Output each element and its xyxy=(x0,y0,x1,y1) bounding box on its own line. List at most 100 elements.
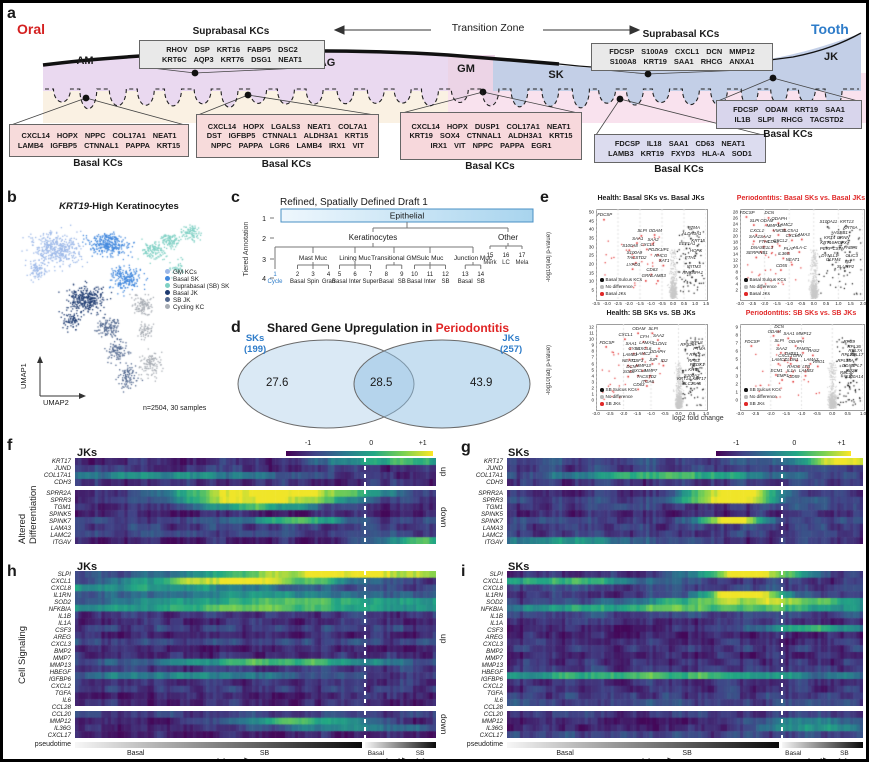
volcano-gene-label: JUP xyxy=(648,356,658,362)
panel-b-label: b xyxy=(7,189,17,206)
venn-left-set: SKs xyxy=(245,333,265,344)
gene-label: CCL20 xyxy=(483,711,503,718)
tooth-label: Tooth xyxy=(811,21,849,37)
y-tick-label: 4 xyxy=(591,373,594,379)
x-tick-label: -2.5 xyxy=(614,301,622,306)
panel-c: c Refined, Spatially Defined Draft 1 Tier… xyxy=(228,189,538,321)
heatmap-down xyxy=(75,711,436,738)
basal-caption: Basal KCs xyxy=(73,158,123,169)
health-perio-divider xyxy=(781,571,784,706)
gene-label: CXCL1 xyxy=(483,578,503,585)
gene-label: CSF3 xyxy=(55,627,71,634)
volcano-gene-label: LTB xyxy=(802,364,811,370)
gene-label: CCL28 xyxy=(51,704,71,711)
y-tick-label: 12 xyxy=(588,324,594,330)
venn-title-highlight: Periodontitis xyxy=(435,321,510,335)
volcano-gene-label: DNASE1L3 xyxy=(750,244,774,250)
tree-node-label: SB xyxy=(477,279,485,285)
gene-label: JUND xyxy=(54,465,72,472)
pseudotime-arrow xyxy=(391,751,409,759)
volcano-gene-label: CXCL1 xyxy=(749,227,765,233)
gene-label: CXCL2 xyxy=(483,683,503,690)
gene-label: CXCL17 xyxy=(47,732,71,739)
tree-line xyxy=(465,262,481,266)
x-tick-label: 1.0 xyxy=(859,411,867,416)
volcano-gene-label: MMP12 xyxy=(766,223,782,228)
legend-label: Basal JK xyxy=(173,290,198,297)
suprabasal-right-box: FDCSP S100A9 CXCL1 DCN MMP12 S100A8 KRT1… xyxy=(591,43,773,71)
volcano-legend-item: No difference xyxy=(744,283,786,290)
gene-label: SLPI xyxy=(57,571,71,578)
legend-label: SB JK xyxy=(173,297,191,304)
legend-item: Basal JK xyxy=(165,290,229,297)
y-tick-label: 50 xyxy=(588,209,594,215)
y-tick-label: 35 xyxy=(588,235,594,241)
health-label: Health xyxy=(198,758,229,759)
gene-label: MMP7 xyxy=(485,655,503,662)
gene-row: RHOV DSP KRT16 FABP5 DSC2 xyxy=(166,44,298,54)
y-tick-label: 2 xyxy=(735,287,738,293)
transition-zone-label: Transition Zone xyxy=(451,22,525,34)
volcano-gene-label: SAA2 xyxy=(759,233,772,239)
tree-node-label: Basal xyxy=(379,279,394,285)
legend-swatch xyxy=(165,290,170,295)
volcano-gene-label: MMP7 xyxy=(644,368,658,374)
pseudotime-arrow xyxy=(812,751,830,759)
volcano-legend-item: SB Sulcus KCs xyxy=(744,386,781,393)
volcano-gene-label: KRT14 xyxy=(677,376,691,382)
volcano-gene-label: GRN xyxy=(792,353,803,359)
gene-label: COL17A1 xyxy=(475,472,503,479)
volcano-gene-label: CSTA xyxy=(832,245,844,251)
venn-title-prefix: Shared Gene Upregulation in xyxy=(266,321,436,335)
volcano-legend: SB Sulcus KCs No difference SB JKs xyxy=(744,386,781,407)
tree-node-label: 11 xyxy=(427,272,434,278)
volcano-gene-label: LAMB3 xyxy=(622,352,638,358)
volcano-gene-label: CXCL2 xyxy=(773,238,788,244)
volcano-gene-label: SAA1 xyxy=(625,341,637,347)
volcano-plot: DCN ODAM SAA1 MMP12 FDCSP SLPI ODAPH SAA2 FAM3C H… xyxy=(740,324,865,411)
heatmap-down xyxy=(75,490,436,544)
callout-dots xyxy=(82,69,777,103)
gene-row: NPPC PAPPA LGR6 LAMB4 IRX1 VIT xyxy=(211,140,364,150)
tree-node-label: 9 xyxy=(400,272,404,278)
volcano-gene-label: SAA2 xyxy=(652,332,665,338)
panel-e-label: e xyxy=(540,189,549,206)
volcano-gene-label: ODAPH xyxy=(788,338,805,344)
health-perio-divider xyxy=(363,571,366,706)
x-tick-label: -1.0 xyxy=(785,301,793,306)
gene-label: SOD2 xyxy=(54,599,71,606)
y-tick-label: 10 xyxy=(588,278,594,284)
heatmap-gene-labels: CCL20 MMP12 IL36G CXCL17 xyxy=(458,711,503,739)
umap-axes xyxy=(37,356,86,399)
volcano-gene-label: ODAM xyxy=(632,325,646,331)
gene-label: NFKBIA xyxy=(48,606,71,613)
volcano-gene-label: HOPX xyxy=(689,248,703,254)
gene-label: BMP2 xyxy=(54,648,71,655)
panel-i: i SKs SLPI CXCL1 CXCL8 IL1RN SOD2 NFKBIA IL1B IL1… xyxy=(458,560,866,759)
y-tick-label: 10 xyxy=(732,263,738,269)
gene-label: TGM1 xyxy=(485,504,503,511)
volcano-gene-label: FDCSP xyxy=(597,212,613,218)
callout-lines xyxy=(10,66,859,136)
volcano-gene-label: HAS2 xyxy=(807,348,820,354)
basal-box-jk: FDCSP ODAM KRT19 SAA1 IL1B SLPI RHCG TAC… xyxy=(716,100,862,129)
heatmap-header: JKs xyxy=(77,561,98,573)
y-tick-label: 7 xyxy=(735,340,738,346)
gene-label: SPINK7 xyxy=(480,518,503,525)
gene-label: NFKBIA xyxy=(480,606,503,613)
volcano-title: Health: Basal SKs vs. Basal JKs xyxy=(597,195,705,202)
heatmap-gene-labels: CCL20 MMP12 IL36G CXCL17 xyxy=(3,711,71,739)
volcano-gene-label: SLPI xyxy=(648,325,658,331)
legend-swatch xyxy=(165,283,170,288)
gene-label: ITGAV xyxy=(484,539,503,546)
volcano-legend-item: No difference xyxy=(600,393,637,400)
x-tick-label: -3.0 xyxy=(592,411,600,416)
volcano-canvas xyxy=(740,209,863,299)
sb-label-perio: SB xyxy=(840,750,849,757)
tree-node-label: 3 xyxy=(262,257,266,264)
volcano-canvas xyxy=(740,324,863,409)
umap-legend: GM KCs Basal SK Suprabasal (SB) SK Basal JK… xyxy=(165,269,229,311)
volcano-gene-label: CLIC3 xyxy=(845,252,858,258)
venn-value-left: 27.6 xyxy=(266,377,289,389)
volcano-gene-label: CD63 xyxy=(767,239,779,245)
